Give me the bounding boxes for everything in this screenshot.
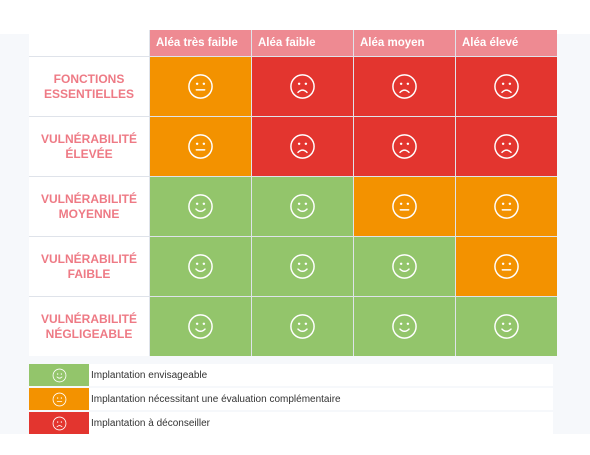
smiley-sad-icon	[494, 134, 519, 159]
row-header-vulnerabilite-faible: VULNÉRABILITÉ FAIBLE	[29, 237, 149, 296]
column-header-alea-faible: Aléa faible	[252, 30, 353, 56]
matrix-cell-happy	[150, 297, 251, 356]
smiley-neutral-icon	[494, 254, 519, 279]
legend-item-evaluation: Implantation nécessitant une évaluation …	[29, 388, 553, 410]
matrix-cell-neutral	[456, 177, 557, 236]
legend-swatch	[29, 412, 89, 434]
row-header-fonctions-essentielles: FONCTIONS ESSENTIELLES	[29, 57, 149, 116]
legend-swatch	[29, 364, 89, 386]
matrix-cell-happy	[354, 297, 455, 356]
matrix-cell-neutral	[456, 237, 557, 296]
matrix-cell-happy	[150, 177, 251, 236]
smiley-neutral-icon	[392, 194, 417, 219]
legend-item-deconseiller: Implantation à déconseiller	[29, 412, 553, 434]
matrix-corner	[29, 30, 149, 56]
smiley-happy-icon	[188, 194, 213, 219]
legend: Implantation envisageable Implantation n…	[29, 364, 553, 436]
legend-label: Implantation à déconseiller	[91, 417, 210, 429]
smiley-happy-icon	[392, 314, 417, 339]
smiley-sad-icon	[392, 74, 417, 99]
smiley-happy-icon	[188, 314, 213, 339]
matrix-cell-happy	[456, 297, 557, 356]
matrix-cell-happy	[252, 297, 353, 356]
smiley-happy-icon	[52, 368, 66, 382]
legend-label: Implantation envisageable	[91, 369, 208, 381]
smiley-sad-icon	[290, 134, 315, 159]
smiley-sad-icon	[290, 74, 315, 99]
legend-item-envisageable: Implantation envisageable	[29, 364, 553, 386]
smiley-happy-icon	[290, 314, 315, 339]
smiley-happy-icon	[188, 254, 213, 279]
smiley-happy-icon	[494, 314, 519, 339]
smiley-sad-icon	[392, 134, 417, 159]
matrix-cell-sad	[354, 117, 455, 176]
row-header-vulnerabilite-moyenne: VULNÉRABILITÉ MOYENNE	[29, 177, 149, 236]
matrix-cell-sad	[252, 117, 353, 176]
matrix-cell-sad	[456, 117, 557, 176]
matrix-cell-neutral	[150, 57, 251, 116]
row-header-vulnerabilite-elevee: VULNÉRABILITÉ ÉLEVÉE	[29, 117, 149, 176]
smiley-happy-icon	[290, 194, 315, 219]
matrix-cell-sad	[456, 57, 557, 116]
matrix-cell-happy	[252, 177, 353, 236]
smiley-happy-icon	[290, 254, 315, 279]
column-header-alea-tres-faible: Aléa très faible	[150, 30, 251, 56]
column-header-alea-eleve: Aléa élevé	[456, 30, 557, 56]
matrix-cell-neutral	[150, 117, 251, 176]
matrix-cell-happy	[354, 237, 455, 296]
legend-label: Implantation nécessitant une évaluation …	[91, 393, 341, 405]
column-header-alea-moyen: Aléa moyen	[354, 30, 455, 56]
smiley-sad-icon	[52, 416, 66, 430]
matrix-cell-happy	[252, 237, 353, 296]
smiley-neutral-icon	[188, 134, 213, 159]
row-header-vulnerabilite-negligeable: VULNÉRABILITÉ NÉGLIGEABLE	[29, 297, 149, 356]
matrix-cell-happy	[150, 237, 251, 296]
smiley-happy-icon	[392, 254, 417, 279]
smiley-neutral-icon	[188, 74, 213, 99]
smiley-neutral-icon	[494, 194, 519, 219]
legend-swatch	[29, 388, 89, 410]
matrix-cell-neutral	[354, 177, 455, 236]
risk-matrix: Aléa très faible Aléa faible Aléa moyen …	[29, 30, 557, 356]
matrix-cell-sad	[354, 57, 455, 116]
matrix-cell-sad	[252, 57, 353, 116]
smiley-neutral-icon	[52, 392, 66, 406]
smiley-sad-icon	[494, 74, 519, 99]
